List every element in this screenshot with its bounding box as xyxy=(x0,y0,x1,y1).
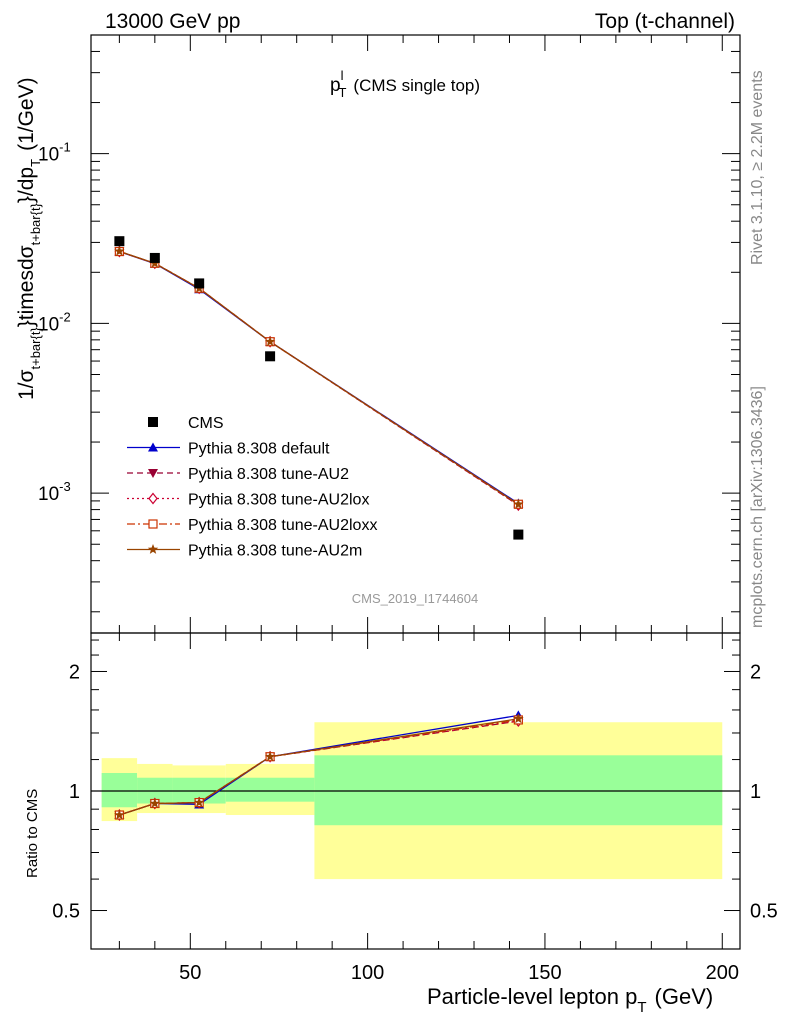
ratio-series-point xyxy=(264,751,276,762)
ratio-series-point xyxy=(513,713,524,724)
x-tick-label: 150 xyxy=(528,962,561,984)
plot-title: pl T (CMS single top) xyxy=(330,68,480,100)
ratio-y-tick-label: 1 xyxy=(69,781,80,803)
legend-marker xyxy=(148,519,158,529)
ratio-y-tick-label-right: 0.5 xyxy=(750,901,778,923)
data-point xyxy=(513,529,524,540)
header-right: Top (t-channel) xyxy=(595,10,735,33)
ratio-bands xyxy=(91,722,740,880)
data-point xyxy=(265,351,276,362)
legend-marker xyxy=(148,442,158,452)
ratio-y-tick-label: 2 xyxy=(69,661,80,683)
ratio-series-point xyxy=(193,797,205,807)
series-markers xyxy=(114,236,524,821)
band-inner xyxy=(314,755,723,826)
ratio-y-tick-label-right: 2 xyxy=(750,661,761,683)
mcplots-label: mcplots.cern.ch [arXiv:1306.3436] xyxy=(749,386,766,628)
x-tick-label: 100 xyxy=(351,962,384,984)
band-inner xyxy=(101,773,138,808)
data-point xyxy=(114,236,125,247)
legend-label: Pythia 8.308 tune-AU2lox xyxy=(188,492,369,509)
x-axis-label: Particle-level lepton pT (GeV) xyxy=(427,984,713,1016)
legend-label: Pythia 8.308 tune-AU2m xyxy=(188,543,362,560)
main-series-point xyxy=(114,245,125,256)
ratio-plot-frame xyxy=(90,632,741,950)
ratio-y-tick-label: 0.5 xyxy=(52,901,80,923)
legend-label: Pythia 8.308 tune-AU2loxx xyxy=(188,517,377,534)
ratio-y-tick-label-right: 1 xyxy=(750,781,761,803)
ratio-y-label: Ratio to CMS xyxy=(24,789,41,878)
y-tick-label: 10-3 xyxy=(38,479,71,505)
analysis-id: CMS_2019_I1744604 xyxy=(352,591,479,606)
header-left: 13000 GeV pp xyxy=(105,10,240,33)
ratio-series-point xyxy=(114,809,125,820)
rivet-label: Rivet 3.1.10, ≥ 2.2M events xyxy=(749,70,766,265)
legend-marker xyxy=(148,492,158,505)
legend-label: CMS xyxy=(188,415,224,432)
legend-marker xyxy=(148,417,158,427)
band-inner xyxy=(225,777,315,802)
legend-label: Pythia 8.308 default xyxy=(188,441,330,458)
x-tick-label: 200 xyxy=(706,962,739,984)
legend-label: Pythia 8.308 tune-AU2 xyxy=(188,466,349,483)
legend-marker xyxy=(147,544,159,554)
data-point xyxy=(194,278,205,289)
data-point xyxy=(149,252,160,263)
ratio-series-point xyxy=(149,798,161,808)
legend: CMS Pythia 8.308 default Pythia 8.308 tune… xyxy=(127,415,377,560)
legend-marker xyxy=(148,469,158,478)
x-tick-label: 50 xyxy=(179,962,201,984)
main-series-point xyxy=(264,336,276,347)
main-series-point xyxy=(513,498,524,509)
y-axis-label: 1/σt+bar{t}}timesdσt+bar{t}}/dpT(1/GeV) xyxy=(15,77,43,400)
